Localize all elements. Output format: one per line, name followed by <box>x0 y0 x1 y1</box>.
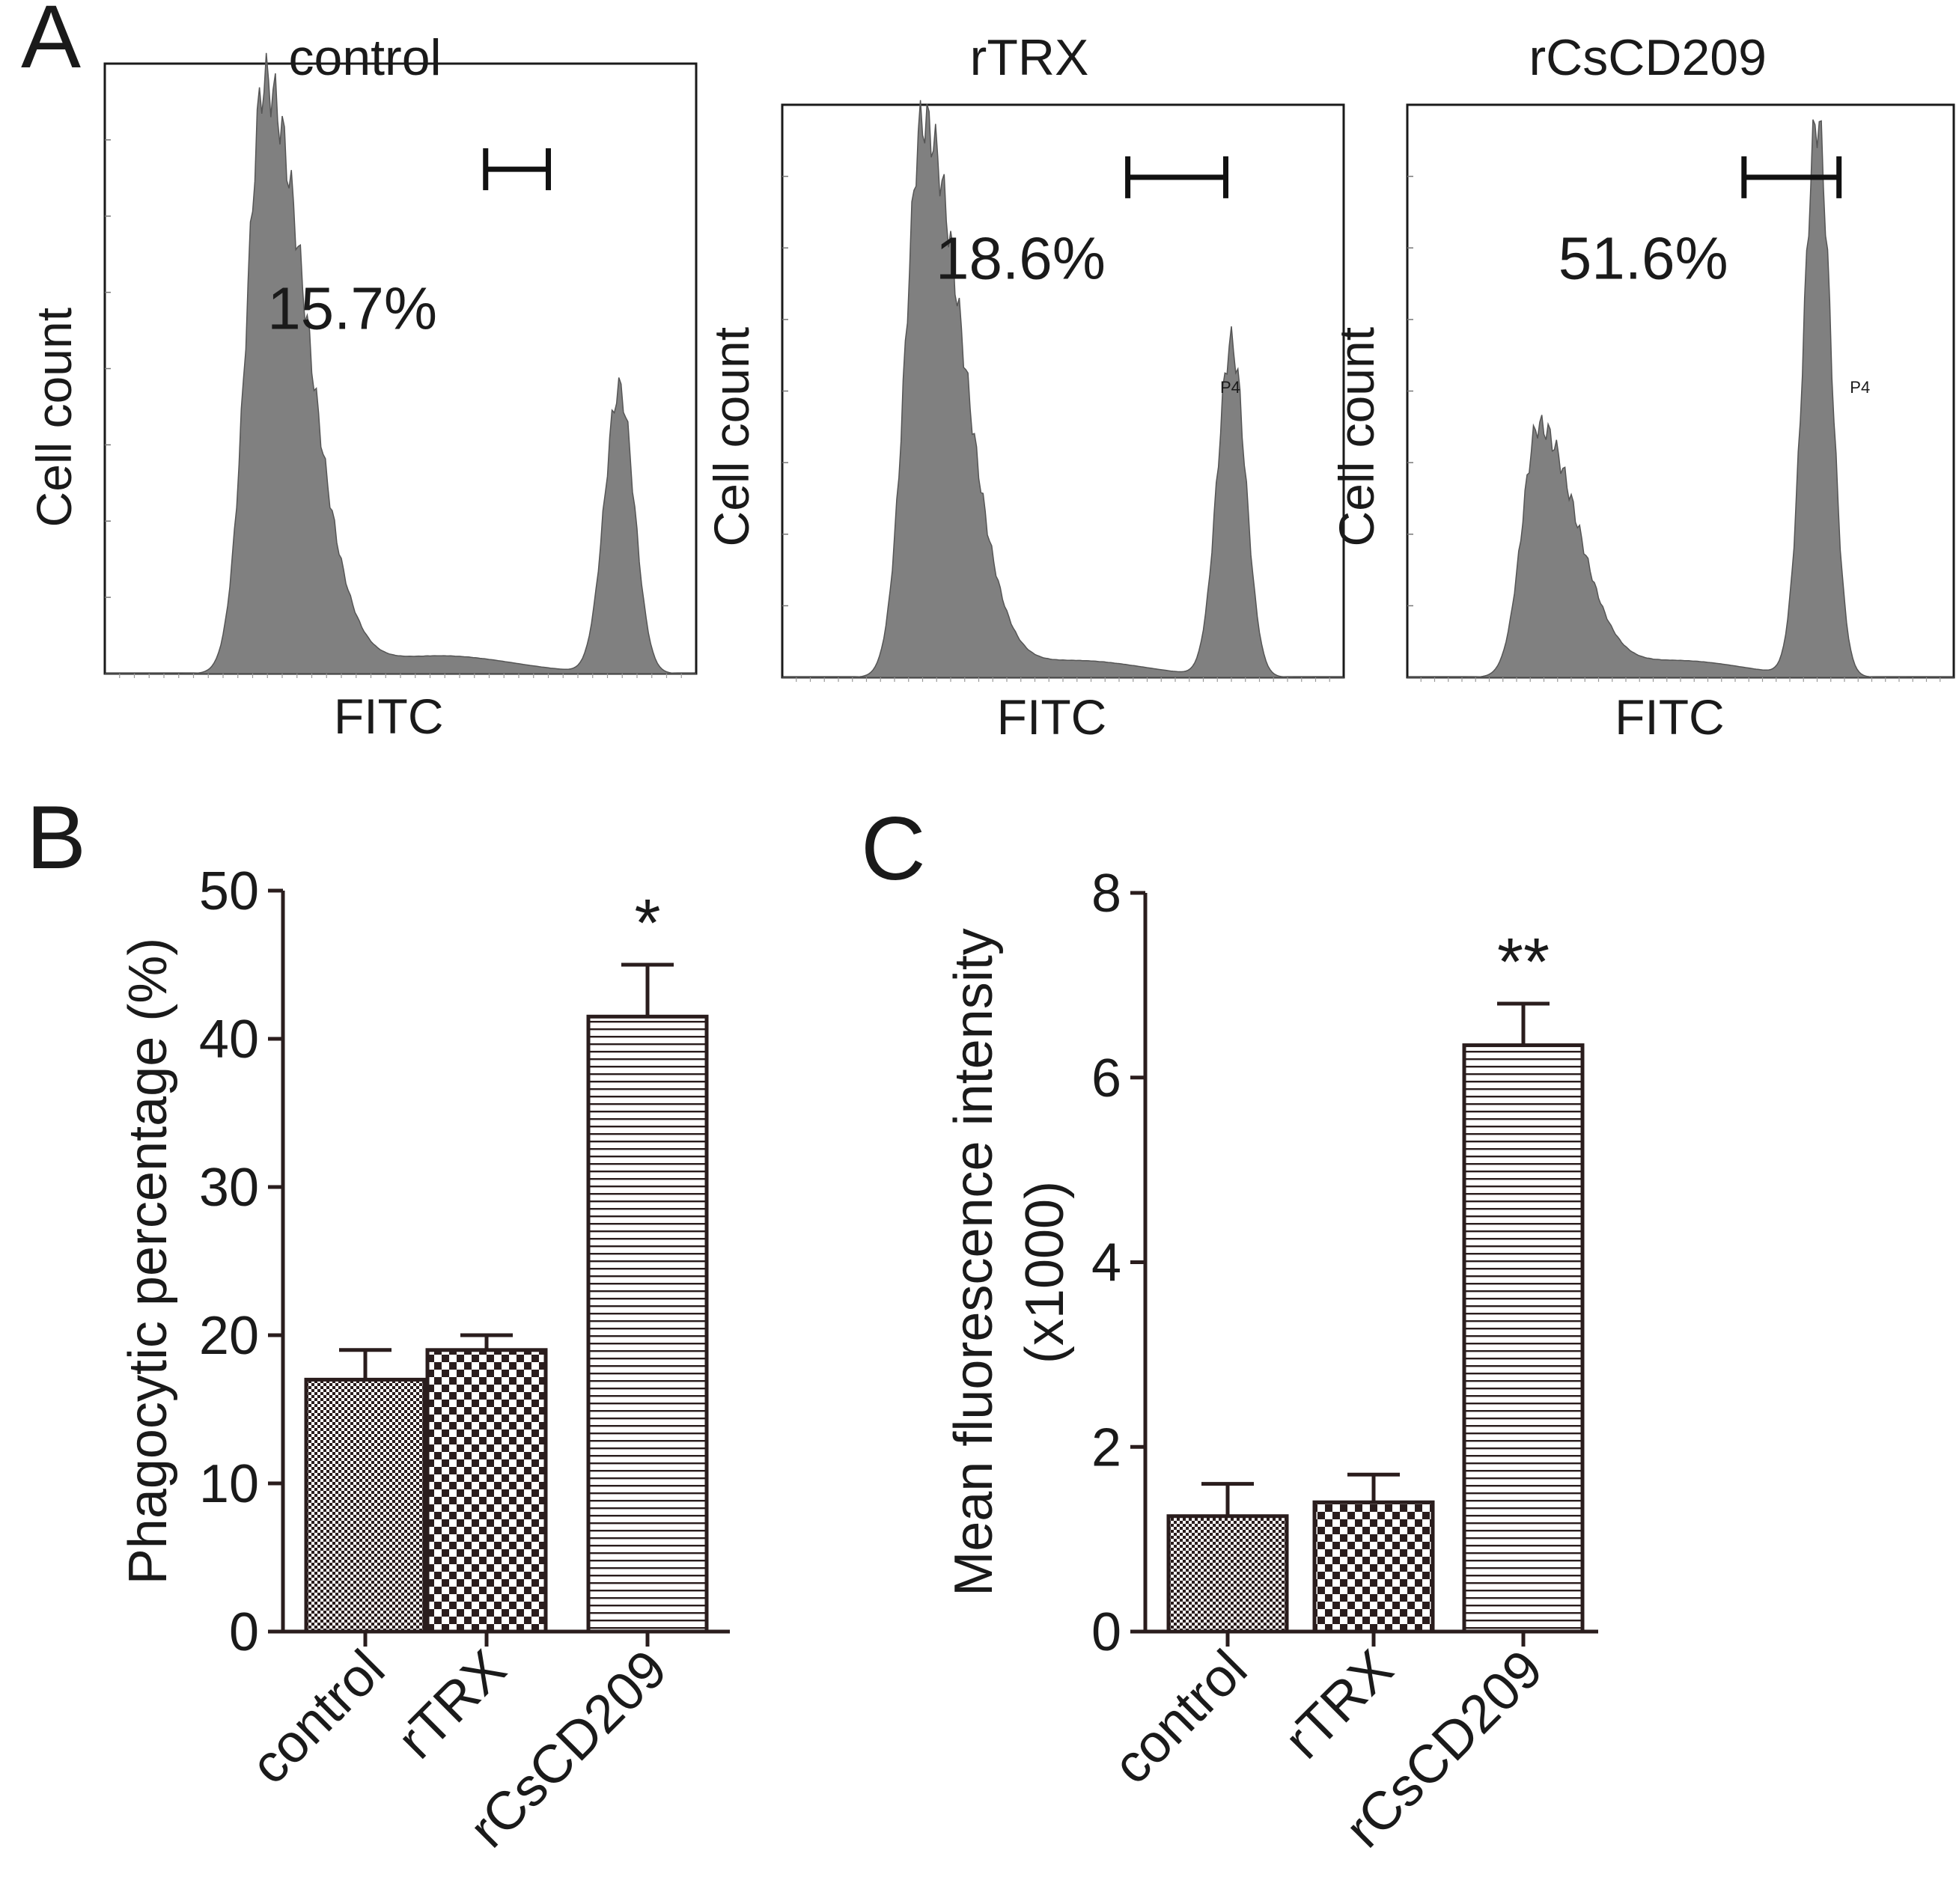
y-axis-label: Phagocytic percentage (%) <box>118 938 178 1584</box>
y-tick-label: 0 <box>229 1602 259 1662</box>
histogram-distribution <box>105 52 696 674</box>
panel-b-bar-chart: 01020304050controlrTRXrCsCD209*Phagocyti… <box>118 861 730 1859</box>
y-tick-label: 40 <box>199 1010 259 1070</box>
histogram-title: control <box>289 29 442 86</box>
x-axis-label: FITC <box>1615 689 1725 745</box>
bar-rCsCD209 <box>1462 1043 1585 1634</box>
bar-rTRX <box>1312 1500 1435 1634</box>
y-axis-label: Cell count <box>704 327 759 547</box>
panel-label-c: C <box>861 799 926 899</box>
category-label: control <box>1102 1639 1258 1795</box>
gate-percentage-label: 15.7% <box>267 275 437 342</box>
histogram-distribution <box>1407 119 1954 678</box>
y-axis-label-units: (x1000) <box>1015 1181 1075 1364</box>
bar-rCsCD209 <box>586 1014 709 1634</box>
histogram-distribution <box>782 100 1344 678</box>
panel-label-b: B <box>26 787 86 888</box>
y-tick-label: 30 <box>199 1158 259 1218</box>
gate-percentage-label: 18.6% <box>936 225 1106 291</box>
gate-percentage-label: 51.6% <box>1559 225 1728 291</box>
panel-a-histograms: control 15.7% FITC Cell count rTRX 18.6% P4 FIT… <box>26 29 1955 745</box>
bar-control <box>1166 1514 1289 1634</box>
y-tick-label: 20 <box>199 1306 259 1366</box>
y-tick-label: 0 <box>1091 1602 1121 1662</box>
y-tick-label: 4 <box>1091 1233 1121 1293</box>
category-label: rTRX <box>1273 1639 1404 1770</box>
y-tick-label: 50 <box>199 861 259 921</box>
gate-tag-label: P4 <box>1850 378 1870 397</box>
histogram-frame <box>781 103 1345 679</box>
y-tick-label: 10 <box>199 1454 259 1514</box>
histogram-title: rTRX <box>970 29 1089 86</box>
y-tick-label: 6 <box>1091 1049 1121 1108</box>
category-label: rTRX <box>386 1639 517 1770</box>
x-axis-label: FITC <box>334 689 444 744</box>
category-label: control <box>240 1639 396 1795</box>
y-axis-label: Mean fluorescence intensity <box>944 928 1004 1596</box>
histogram-frame <box>1406 103 1955 679</box>
y-axis-label: Cell count <box>1329 327 1384 547</box>
y-tick-label: 2 <box>1091 1418 1121 1477</box>
x-axis-label: FITC <box>997 689 1107 745</box>
gate-tag-label: P4 <box>1220 378 1240 397</box>
bar-rTRX <box>425 1348 548 1634</box>
significance-marker: ** <box>1497 925 1550 1000</box>
panel-label-a: A <box>21 0 81 87</box>
y-axis-label: Cell count <box>26 308 82 528</box>
y-tick-label: 8 <box>1091 864 1121 924</box>
significance-marker: * <box>634 886 660 961</box>
bar-control <box>304 1377 427 1634</box>
histogram-title: rCsCD209 <box>1529 29 1766 86</box>
